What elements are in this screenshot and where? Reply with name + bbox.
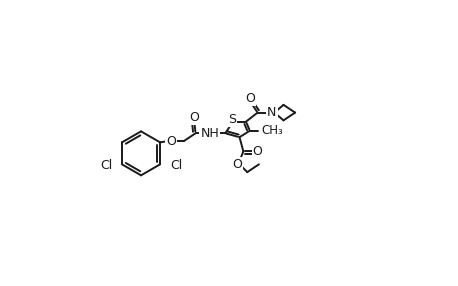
Text: S: S (228, 113, 236, 126)
Text: O: O (253, 145, 262, 158)
Text: O: O (232, 158, 242, 171)
Text: O: O (189, 111, 199, 124)
Text: N: N (267, 106, 277, 119)
Text: Cl: Cl (170, 159, 182, 172)
Text: Cl: Cl (100, 159, 112, 172)
Text: NH: NH (201, 127, 219, 140)
Text: O: O (245, 92, 255, 105)
Text: CH₃: CH₃ (262, 124, 283, 137)
Text: O: O (166, 134, 176, 148)
